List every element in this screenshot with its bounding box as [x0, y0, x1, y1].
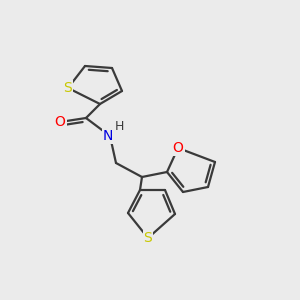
Text: O: O — [172, 141, 183, 155]
Text: S: S — [64, 81, 72, 95]
Text: O: O — [55, 115, 65, 129]
Text: N: N — [103, 129, 113, 143]
Text: S: S — [144, 231, 152, 245]
Text: H: H — [114, 121, 124, 134]
